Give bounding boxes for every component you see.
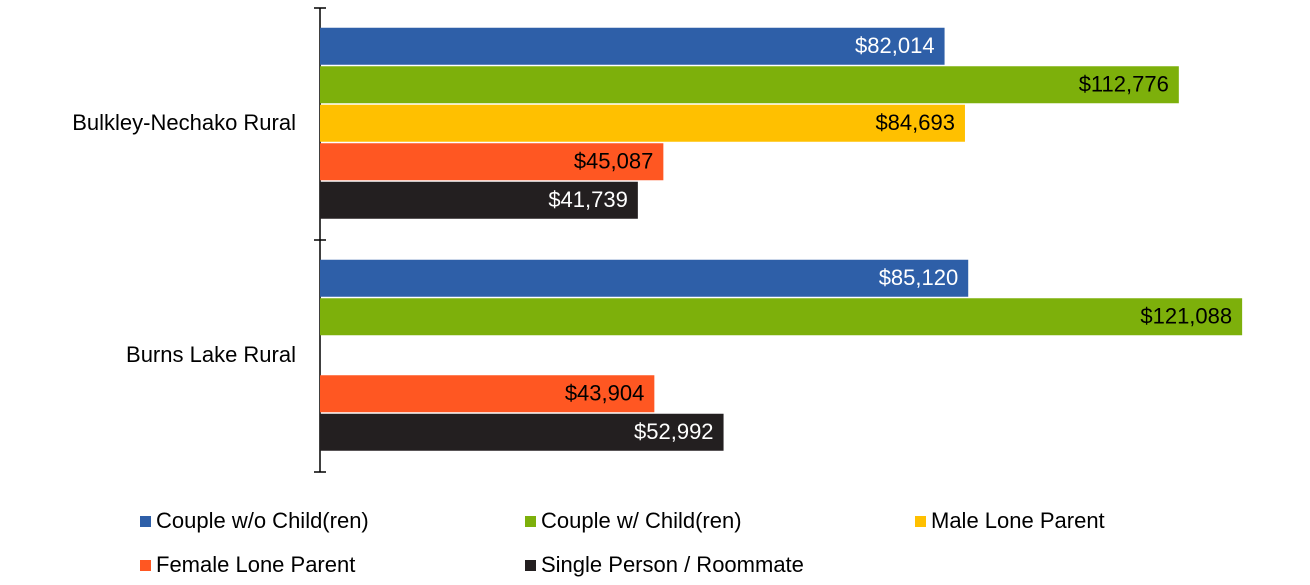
bar	[320, 298, 1243, 336]
bar	[320, 104, 965, 142]
legend-label: Couple w/ Child(ren)	[541, 508, 742, 533]
legend-swatch	[140, 516, 151, 527]
legend-label: Single Person / Roommate	[541, 552, 804, 577]
bar	[320, 375, 655, 413]
legend-swatch	[525, 516, 536, 527]
data-label: $41,739	[548, 187, 628, 212]
legend-swatch	[525, 560, 536, 571]
bar	[320, 27, 945, 65]
y-tick-label: Burns Lake Rural	[126, 342, 296, 367]
data-label: $45,087	[574, 149, 654, 174]
y-tick-label: Bulkley-Nechako Rural	[72, 110, 296, 135]
bar	[320, 66, 1179, 104]
data-label: $121,088	[1140, 304, 1232, 329]
bar	[320, 181, 638, 219]
bar	[320, 413, 724, 451]
data-label: $82,014	[855, 33, 935, 58]
bar	[320, 143, 664, 181]
legend-label: Female Lone Parent	[156, 552, 355, 577]
data-label: $84,693	[875, 110, 955, 135]
data-label: $52,992	[634, 419, 714, 444]
data-label: $112,776	[1079, 72, 1169, 97]
data-label: $43,904	[565, 381, 645, 406]
legend-label: Couple w/o Child(ren)	[156, 508, 369, 533]
data-label: $85,120	[879, 265, 959, 290]
bar	[320, 259, 969, 297]
legend-label: Male Lone Parent	[931, 508, 1105, 533]
legend-swatch	[915, 516, 926, 527]
legend-swatch	[140, 560, 151, 571]
